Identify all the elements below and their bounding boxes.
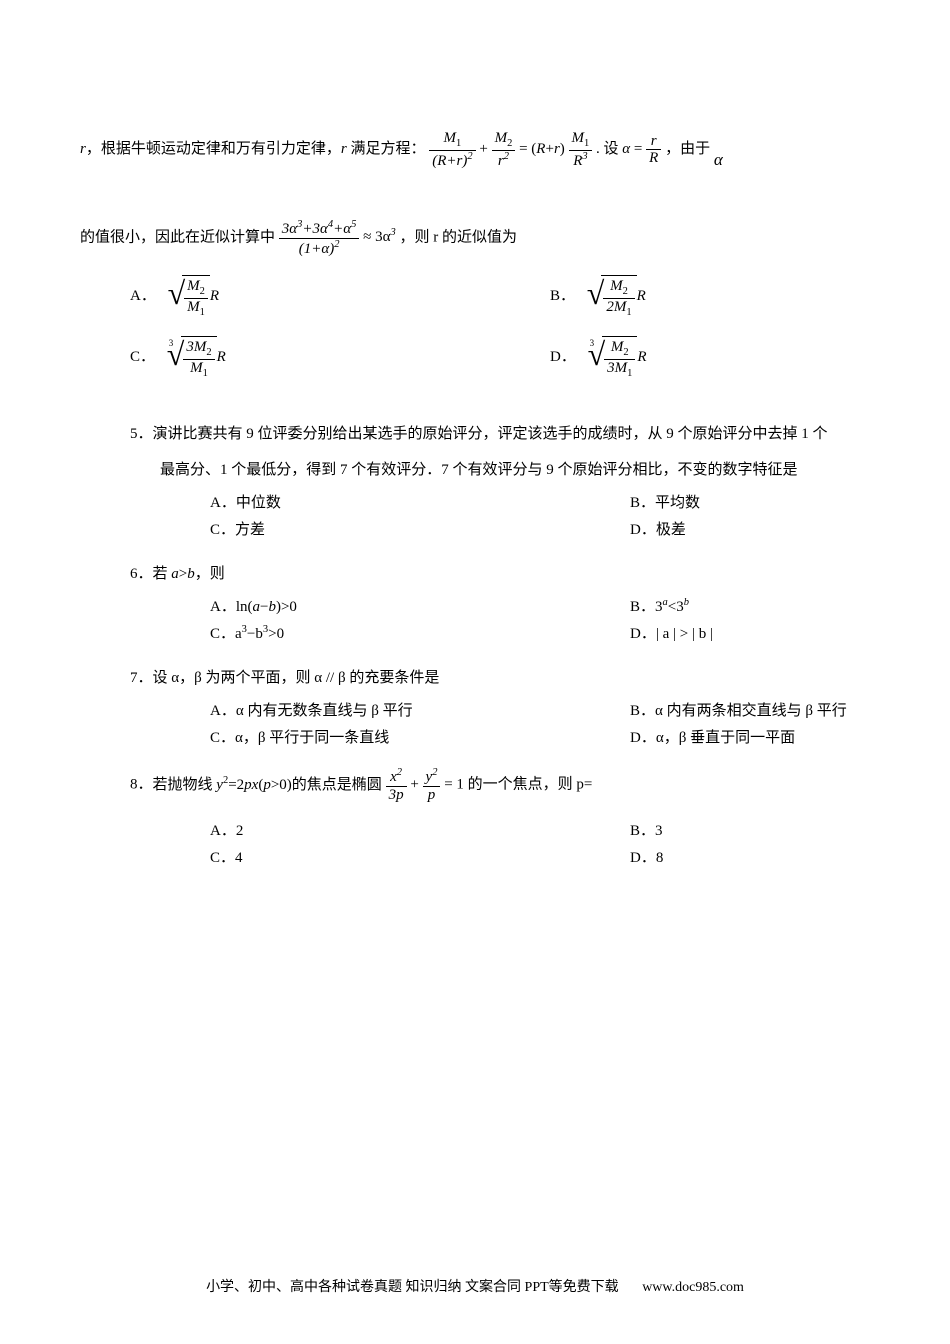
option-d: D． 3 √ M2 3M1 R bbox=[550, 336, 870, 379]
question-8: 8．若抛物线 y2=2px(p>0)的焦点是椭圆 x2 3p + y2 p = … bbox=[130, 767, 870, 867]
q5-text: 5．演讲比赛共有 9 位评委分别给出某选手的原始评分，评定该选手的成绩时，从 9… bbox=[130, 419, 870, 449]
q7-d: D．α，β 垂直于同一平面 bbox=[630, 726, 870, 747]
q7-c: C．α，β 平行于同一条直线 bbox=[210, 726, 630, 747]
page-footer: 小学、初中、高中各种试卷真题 知识归纳 文案合同 PPT等免费下载 www.do… bbox=[0, 1276, 950, 1296]
frac-term2: M2 r2 bbox=[492, 130, 516, 169]
option-c: C． 3 √ 3M2 M1 R bbox=[130, 336, 550, 379]
q7-a: A．α 内有无数条直线与 β 平行 bbox=[210, 699, 630, 720]
q7-text: 7．设 α，β 为两个平面，则 α // β 的充要条件是 bbox=[130, 663, 870, 693]
plus-ellipse: + bbox=[410, 777, 422, 793]
text-approx-tail: ，则 r 的近似值为 bbox=[399, 229, 517, 245]
option-a: A． √ M2 M1 R bbox=[130, 275, 550, 318]
frac-approx: 3α3+3α4+α5 (1+α)2 bbox=[279, 219, 360, 257]
sqrt-b: √ M2 2M1 bbox=[587, 275, 637, 318]
label-b: B． bbox=[550, 288, 575, 304]
q6-d: D．| a | > | b | bbox=[630, 622, 870, 643]
eq-sign2: = bbox=[634, 141, 646, 157]
q7-number: 7． bbox=[130, 670, 153, 686]
q8-tail: 的一个焦点，则 p= bbox=[468, 777, 593, 793]
q5-text2-wrap: 最高分、1 个最低分，得到 7 个有效评分．7 个有效评分与 9 个原始评分相比… bbox=[130, 455, 870, 485]
q8-number: 8． bbox=[130, 777, 153, 793]
r-a: R bbox=[210, 288, 219, 304]
sqrt-d: 3 √ M2 3M1 bbox=[588, 336, 638, 379]
q5-row1: A．中位数 B．平均数 bbox=[180, 491, 870, 512]
q5-text1: 演讲比赛共有 9 位评委分别给出某选手的原始评分，评定该选手的成绩时，从 9 个… bbox=[153, 426, 828, 442]
q8-a: A．2 bbox=[210, 819, 630, 840]
q8-row2: C．4 D．8 bbox=[180, 846, 870, 867]
frac-term3: M1 R3 bbox=[569, 130, 593, 169]
r-c: R bbox=[217, 349, 226, 365]
q6-a: A．ln(a−b)>0 bbox=[210, 595, 630, 616]
sqrt-c: 3 √ 3M2 M1 bbox=[167, 336, 217, 379]
text-mid: 满足方程： bbox=[347, 141, 426, 157]
ellipse-frac2: y2 p bbox=[423, 767, 441, 803]
footer-url: www.doc985.com bbox=[642, 1280, 744, 1295]
q6-row1: A．ln(a−b)>0 B．3a<3b bbox=[180, 595, 870, 616]
question-6: 6．若 a>b，则 A．ln(a−b)>0 B．3a<3b C．a3−b3>0 … bbox=[130, 559, 870, 643]
frac-term1: M1 (R+r)2 bbox=[429, 130, 475, 169]
q7-row1: A．α 内有无数条直线与 β 平行 B．α 内有两条相交直线与 β 平行 bbox=[180, 699, 870, 720]
footer-text: 小学、初中、高中各种试卷真题 知识归纳 文案合同 PPT等免费下载 bbox=[206, 1280, 619, 1295]
equals-sign: = (R+r) bbox=[519, 141, 565, 157]
q8-c: C．4 bbox=[210, 846, 630, 867]
alpha-var: α bbox=[622, 141, 630, 157]
question-7: 7．设 α，β 为两个平面，则 α // β 的充要条件是 A．α 内有无数条直… bbox=[130, 663, 870, 747]
q6-row2: C．a3−b3>0 D．| a | > | b | bbox=[180, 622, 870, 643]
q8-text: 8．若抛物线 y2=2px(p>0)的焦点是椭圆 x2 3p + y2 p = … bbox=[130, 767, 870, 803]
q5-number: 5． bbox=[130, 426, 153, 442]
q6-text: 6．若 a>b，则 bbox=[130, 559, 870, 589]
q8-d: D．8 bbox=[630, 846, 870, 867]
q6-c: C．a3−b3>0 bbox=[210, 622, 630, 643]
question-5: 5．演讲比赛共有 9 位评委分别给出某选手的原始评分，评定该选手的成绩时，从 9… bbox=[130, 419, 870, 539]
q5-a: A．中位数 bbox=[210, 491, 630, 512]
text-second: 的值很小，因此在近似计算中 bbox=[80, 229, 275, 245]
r-b: R bbox=[637, 288, 646, 304]
q6-number: 6． bbox=[130, 566, 153, 582]
q5-row2: C．方差 D．极差 bbox=[180, 518, 870, 539]
text-after-eq: . 设 bbox=[596, 141, 622, 157]
q5-d: D．极差 bbox=[630, 518, 870, 539]
plus1: + bbox=[479, 141, 487, 157]
r-d: R bbox=[637, 349, 646, 365]
label-d: D． bbox=[550, 349, 576, 365]
label-a: A． bbox=[130, 288, 156, 304]
eq-one: = 1 bbox=[444, 777, 464, 793]
text-tail: ，由于 bbox=[665, 141, 714, 157]
sqrt-a: √ M2 M1 bbox=[168, 275, 210, 318]
approx-sym: ≈ 3α3 bbox=[363, 229, 396, 245]
alpha-tail: α bbox=[714, 150, 723, 169]
text-intro: ，根据牛顿运动定律和万有引力定律， bbox=[86, 141, 341, 157]
label-c: C． bbox=[130, 349, 155, 365]
q8-row1: A．2 B．3 bbox=[180, 819, 870, 840]
problem4-options-row1: A． √ M2 M1 R B． √ M2 2M1 R bbox=[130, 275, 870, 318]
frac-alpha: r R bbox=[646, 133, 661, 167]
problem4-line2: 的值很小，因此在近似计算中 3α3+3α4+α5 (1+α)2 ≈ 3α3 ，则… bbox=[80, 219, 870, 257]
option-b: B． √ M2 2M1 R bbox=[550, 275, 870, 318]
q6-b: B．3a<3b bbox=[630, 595, 870, 616]
q5-c: C．方差 bbox=[210, 518, 630, 539]
q6-body: 若 a>b，则 bbox=[153, 566, 225, 582]
q5-b: B．平均数 bbox=[630, 491, 870, 512]
q7-b: B．α 内有两条相交直线与 β 平行 bbox=[630, 699, 870, 720]
q7-row2: C．α，β 平行于同一条直线 D．α，β 垂直于同一平面 bbox=[180, 726, 870, 747]
q8-pre: 若抛物线 y2=2px(p>0)的焦点是椭圆 bbox=[153, 777, 386, 793]
q7-body: 设 α，β 为两个平面，则 α // β 的充要条件是 bbox=[153, 670, 440, 686]
problem4-options-row2: C． 3 √ 3M2 M1 R D． 3 √ M2 3M1 R bbox=[130, 336, 870, 379]
q8-b: B．3 bbox=[630, 819, 870, 840]
ellipse-frac1: x2 3p bbox=[386, 767, 407, 803]
q5-text2: 最高分、1 个最低分，得到 7 个有效评分．7 个有效评分与 9 个原始评分相比… bbox=[160, 462, 798, 478]
problem4-line1: r，根据牛顿运动定律和万有引力定律，r 满足方程： M1 (R+r)2 + M2… bbox=[80, 130, 870, 169]
